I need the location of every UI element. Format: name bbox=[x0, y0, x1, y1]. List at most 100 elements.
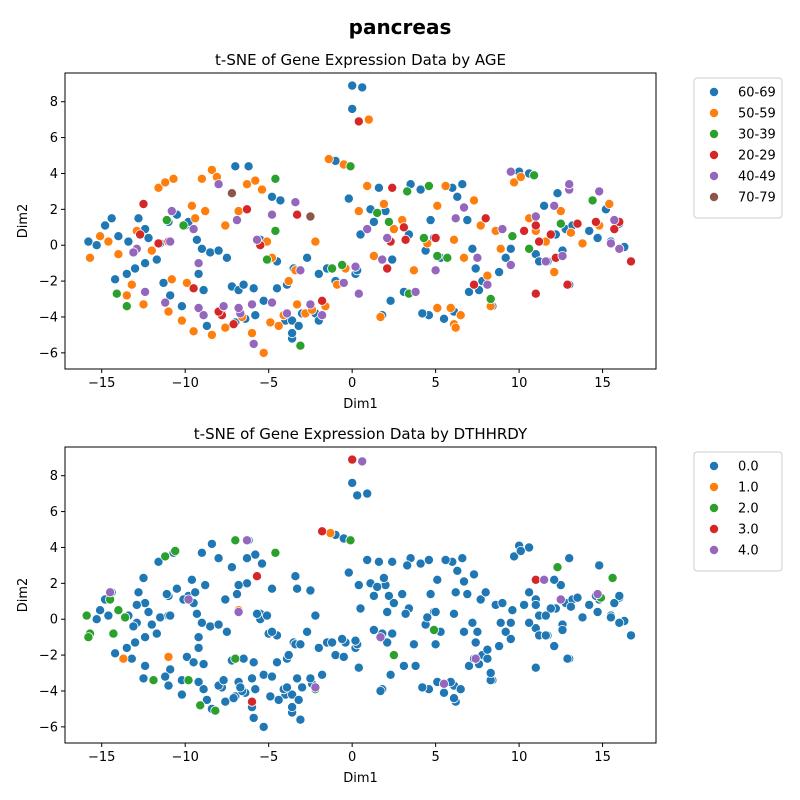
data-point bbox=[323, 154, 334, 165]
data-point bbox=[287, 702, 298, 713]
data-point bbox=[382, 637, 393, 648]
data-point bbox=[163, 680, 174, 691]
data-point bbox=[355, 603, 366, 614]
data-point bbox=[295, 639, 306, 650]
data-point bbox=[265, 691, 276, 702]
data-point bbox=[470, 263, 481, 274]
data-point bbox=[313, 268, 324, 279]
data-point bbox=[417, 682, 428, 693]
data-point bbox=[552, 562, 563, 573]
data-point bbox=[186, 574, 197, 585]
data-point bbox=[552, 188, 563, 199]
data-point bbox=[241, 204, 252, 215]
data-point bbox=[519, 225, 530, 236]
x-axis-label: Dim1 bbox=[343, 771, 378, 786]
legend-label: 0.0 bbox=[738, 460, 759, 475]
data-point bbox=[153, 556, 164, 567]
data-point bbox=[562, 653, 573, 664]
data-point bbox=[266, 297, 277, 308]
data-point bbox=[138, 573, 149, 584]
data-point bbox=[140, 660, 151, 671]
data-point bbox=[445, 302, 456, 313]
data-point bbox=[500, 626, 511, 637]
data-point bbox=[524, 243, 535, 254]
data-point bbox=[430, 607, 441, 618]
data-point bbox=[425, 589, 436, 600]
data-point bbox=[160, 671, 171, 682]
y-tick-label: 2 bbox=[50, 203, 58, 218]
data-point bbox=[243, 161, 254, 172]
data-point bbox=[138, 673, 149, 684]
data-point bbox=[168, 173, 179, 184]
data-point bbox=[468, 279, 479, 290]
data-point bbox=[375, 686, 386, 697]
data-point bbox=[251, 571, 262, 582]
data-point bbox=[310, 682, 321, 693]
data-point bbox=[482, 653, 493, 664]
x-tick-label: 10 bbox=[511, 750, 528, 765]
data-point bbox=[158, 277, 169, 288]
data-point bbox=[372, 581, 383, 592]
data-point bbox=[345, 535, 356, 546]
data-point bbox=[353, 580, 364, 591]
panel-age: t-SNE of Gene Expression Data by AGE −15… bbox=[16, 51, 783, 412]
data-point bbox=[83, 236, 94, 247]
data-point bbox=[295, 265, 306, 276]
data-point bbox=[507, 231, 518, 242]
y-tick-label: 8 bbox=[50, 95, 58, 110]
data-point bbox=[455, 684, 466, 695]
data-point bbox=[295, 714, 306, 725]
plot-title: t-SNE of Gene Expression Data by AGE bbox=[215, 51, 506, 69]
data-point bbox=[614, 617, 625, 628]
data-point bbox=[133, 587, 144, 598]
data-point bbox=[378, 573, 389, 584]
legend-label: 50-59 bbox=[738, 107, 776, 122]
data-point bbox=[160, 297, 171, 308]
data-point bbox=[176, 689, 187, 700]
data-point bbox=[497, 598, 508, 609]
data-point bbox=[166, 274, 177, 285]
data-point bbox=[246, 673, 257, 684]
data-point bbox=[549, 267, 560, 278]
data-point bbox=[530, 662, 541, 673]
data-point bbox=[410, 660, 421, 671]
y-tick-label: −6 bbox=[39, 346, 58, 361]
data-point bbox=[458, 576, 469, 587]
data-point bbox=[250, 549, 261, 560]
data-point bbox=[530, 599, 541, 610]
data-point bbox=[353, 662, 364, 673]
data-point bbox=[200, 206, 211, 217]
data-point bbox=[148, 675, 159, 686]
data-point bbox=[226, 562, 237, 573]
data-point bbox=[385, 669, 396, 680]
data-point bbox=[81, 610, 92, 621]
data-point bbox=[113, 605, 124, 616]
data-point bbox=[228, 319, 239, 330]
data-point bbox=[457, 553, 468, 564]
legend-marker bbox=[709, 460, 720, 471]
data-point bbox=[440, 555, 451, 566]
data-point bbox=[400, 234, 411, 245]
data-point bbox=[266, 626, 277, 637]
x-ticks: −15 −10 −5 0 5 10 15 bbox=[88, 743, 611, 765]
data-point bbox=[193, 258, 204, 269]
legend-label: 1.0 bbox=[738, 481, 759, 496]
data-point bbox=[246, 299, 257, 310]
data-point bbox=[468, 195, 479, 206]
data-point bbox=[482, 270, 493, 281]
data-point bbox=[165, 664, 176, 675]
data-point bbox=[497, 224, 508, 235]
y-tick-label: 6 bbox=[50, 505, 58, 520]
data-point bbox=[287, 689, 298, 700]
data-point bbox=[160, 177, 171, 188]
data-point bbox=[387, 182, 398, 193]
data-point bbox=[577, 612, 588, 623]
data-point bbox=[221, 626, 232, 637]
data-point bbox=[165, 290, 176, 301]
data-point bbox=[337, 634, 348, 645]
data-point bbox=[200, 580, 211, 591]
x-tick-label: 15 bbox=[594, 750, 611, 765]
data-point bbox=[196, 617, 207, 628]
data-point bbox=[327, 637, 338, 648]
data-point bbox=[458, 626, 469, 637]
